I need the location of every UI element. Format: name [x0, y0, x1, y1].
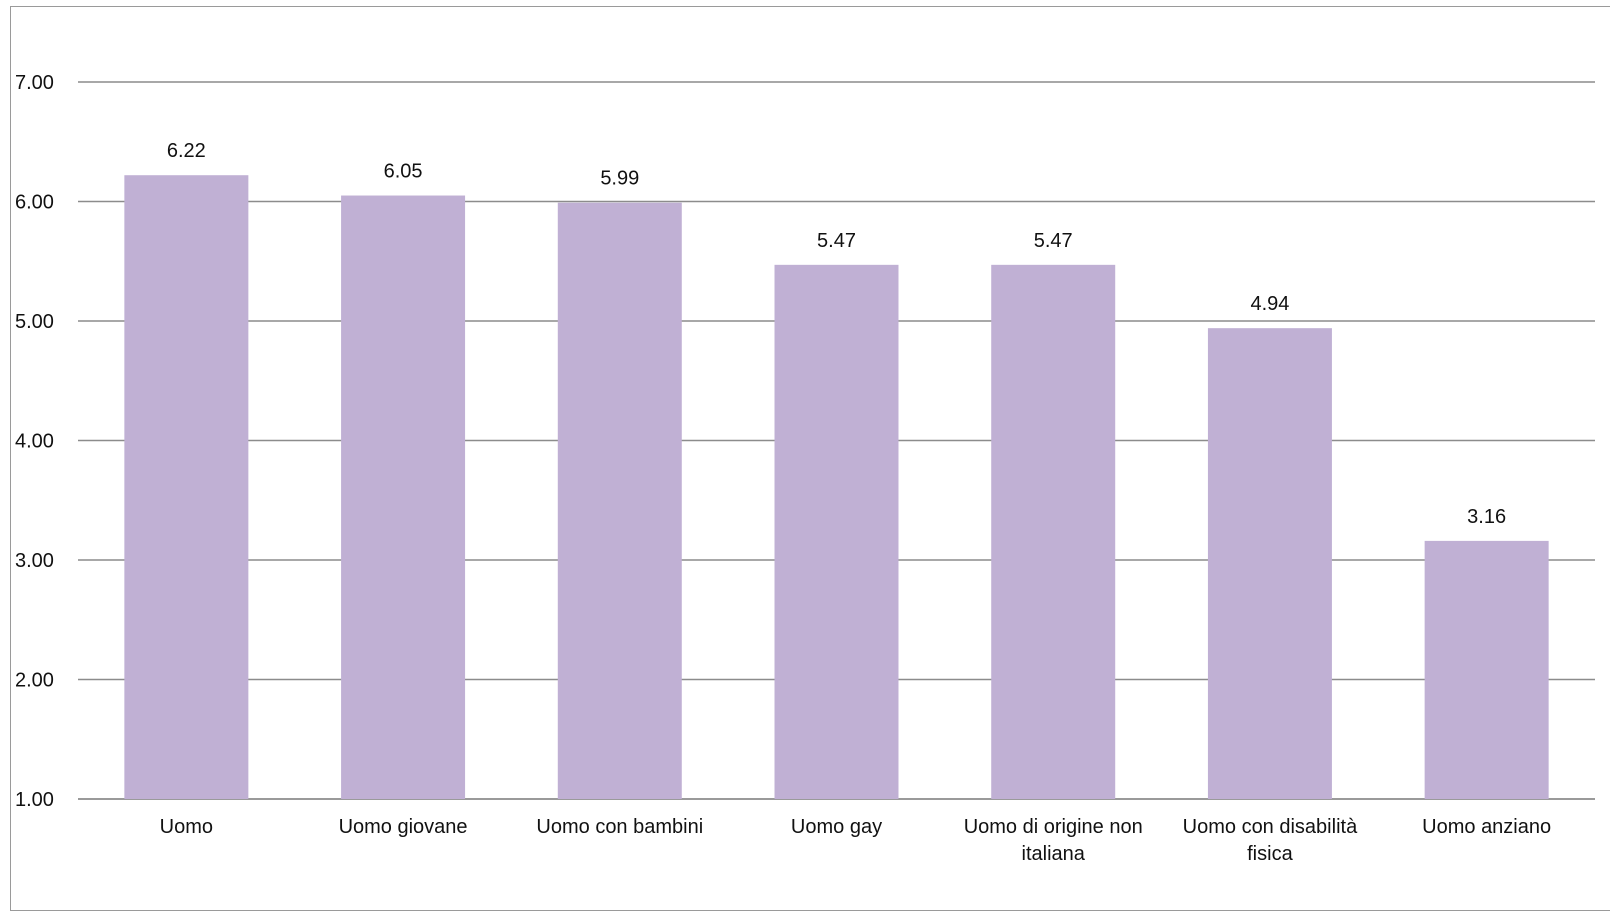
bar [341, 195, 466, 799]
data-label: 6.22 [167, 140, 206, 162]
y-tick-label: 6.00 [15, 192, 54, 214]
y-tick-label: 4.00 [15, 431, 54, 453]
y-tick-label: 2.00 [15, 670, 54, 692]
x-category-label: Uomo gay [791, 816, 882, 838]
data-label: 6.05 [384, 161, 423, 183]
y-tick-label: 5.00 [15, 311, 54, 333]
y-tick-label: 7.00 [15, 72, 54, 94]
y-axis-ticks: 1.00 2.00 3.00 4.00 5.00 6.00 7.00 [15, 72, 54, 811]
data-label: 5.47 [817, 230, 856, 252]
x-category-label: Uomo con disabilità [1183, 816, 1358, 838]
bar [557, 202, 682, 799]
data-label: 4.94 [1250, 293, 1289, 315]
x-category-label: Uomo anziano [1422, 816, 1551, 838]
bar [1424, 540, 1549, 799]
bar [1207, 328, 1332, 799]
x-category-label: Uomo [160, 816, 213, 838]
data-label: 5.99 [600, 168, 639, 190]
y-tick-label: 3.00 [15, 550, 54, 572]
bar [774, 264, 899, 800]
x-category-label: Uomo di origine non [964, 816, 1143, 838]
x-category-label: Uomo con bambini [536, 816, 703, 838]
bar [124, 175, 249, 799]
data-labels: 6.22 6.05 5.99 5.47 5.47 4.94 3.16 [167, 140, 1506, 528]
x-category-label: fisica [1247, 843, 1293, 865]
data-label: 5.47 [1034, 230, 1073, 252]
x-category-label: italiana [1022, 843, 1086, 865]
bar [991, 264, 1116, 800]
x-axis-categories: Uomo Uomo giovane Uomo con bambini Uomo gay… [160, 816, 1551, 865]
chart-frame [10, 6, 1610, 911]
y-tick-label: 1.00 [15, 789, 54, 811]
data-label: 3.16 [1467, 506, 1506, 528]
bars [124, 175, 1549, 800]
x-category-label: Uomo giovane [339, 816, 468, 838]
